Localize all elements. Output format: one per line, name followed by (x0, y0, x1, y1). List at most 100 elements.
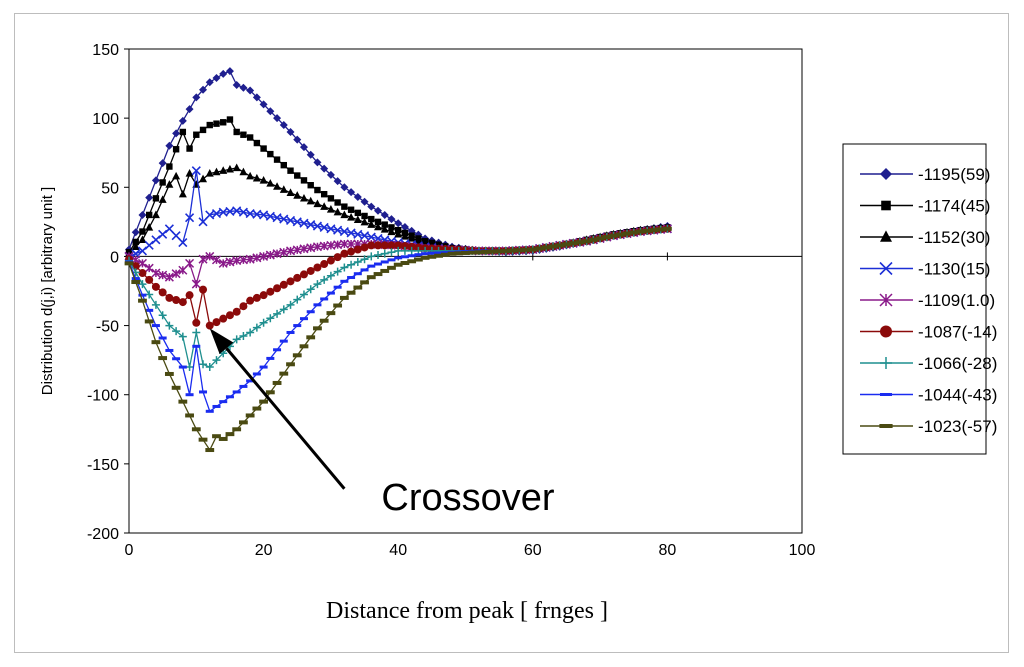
data-point (158, 270, 168, 280)
data-point (353, 245, 362, 254)
data-point (346, 290, 356, 295)
data-point (374, 222, 383, 231)
data-point (279, 371, 289, 376)
data-point (508, 248, 518, 253)
data-point (360, 197, 369, 206)
data-point (165, 348, 174, 352)
data-point (394, 229, 403, 238)
data-point (245, 254, 255, 264)
data-point (246, 379, 255, 383)
data-point (313, 263, 322, 272)
data-point (400, 260, 410, 265)
data-point (212, 404, 221, 408)
data-point (299, 344, 309, 349)
data-point (172, 129, 181, 138)
data-point (299, 290, 308, 299)
data-point (366, 232, 376, 242)
data-point (225, 164, 234, 173)
data-point (165, 180, 174, 188)
data-point (225, 395, 234, 399)
data-point (326, 224, 336, 234)
data-point (218, 436, 228, 441)
data-point (205, 251, 215, 261)
data-point (131, 242, 140, 250)
data-point (185, 291, 194, 300)
data-point (266, 287, 275, 296)
legend-item: -1044(-43) (860, 386, 997, 405)
data-point (246, 296, 255, 305)
data-point (212, 318, 221, 327)
data-point (192, 328, 201, 337)
data-point (192, 344, 201, 348)
data-point (239, 83, 248, 92)
data-point (259, 365, 268, 369)
data-point (306, 220, 316, 230)
data-point (326, 256, 335, 265)
data-point (535, 246, 544, 251)
data-point (279, 305, 288, 314)
data-point (138, 269, 147, 278)
data-point (488, 249, 497, 254)
data-point (166, 163, 173, 170)
data-point (582, 239, 592, 244)
data-point (252, 323, 261, 332)
data-point (339, 226, 349, 237)
data-point (172, 146, 180, 153)
data-point (165, 141, 174, 150)
data-point (320, 275, 329, 284)
data-point (541, 245, 551, 250)
data-point (494, 249, 504, 254)
data-point (185, 169, 194, 177)
data-point (334, 199, 341, 206)
data-point (205, 409, 214, 413)
data-point (347, 276, 356, 280)
legend-label: -1130(15) (918, 260, 990, 279)
data-point (380, 241, 389, 250)
data-point (145, 308, 154, 312)
data-point (320, 164, 329, 173)
data-point (159, 179, 166, 186)
data-point (320, 202, 329, 210)
data-point (164, 272, 174, 282)
data-point (245, 413, 255, 418)
data-point (313, 199, 322, 208)
legend-label: -1044(-43) (918, 386, 997, 405)
data-point (145, 193, 154, 202)
data-point (440, 252, 450, 257)
data-point (165, 321, 174, 330)
plot-area (128, 48, 803, 534)
data-point (165, 293, 174, 302)
data-point (138, 280, 147, 289)
data-point (124, 261, 134, 266)
data-point (380, 260, 389, 264)
legend-box (842, 143, 987, 455)
data-point (260, 145, 267, 152)
data-point (266, 356, 275, 360)
data-point (394, 256, 403, 260)
data-point (387, 265, 396, 270)
data-point (246, 328, 255, 337)
data-point (320, 191, 328, 198)
data-point (313, 158, 322, 167)
data-point (286, 188, 295, 197)
data-point (265, 250, 275, 260)
data-point (144, 240, 154, 250)
data-point (131, 277, 140, 281)
data-point (642, 228, 652, 233)
data-point (461, 250, 470, 255)
legend-marker (880, 168, 892, 180)
data-point (615, 232, 625, 237)
data-point (326, 271, 335, 280)
data-point (218, 258, 228, 268)
data-point (367, 252, 376, 261)
data-point (131, 280, 141, 285)
data-point (219, 69, 228, 78)
data-point (138, 235, 147, 244)
data-point (481, 249, 491, 254)
data-point (219, 166, 228, 174)
y-tick-label: 150 (92, 42, 119, 59)
data-point (407, 254, 416, 258)
data-point (353, 285, 363, 290)
legend-item: -1023(-57) (860, 417, 997, 436)
data-point (266, 107, 275, 116)
